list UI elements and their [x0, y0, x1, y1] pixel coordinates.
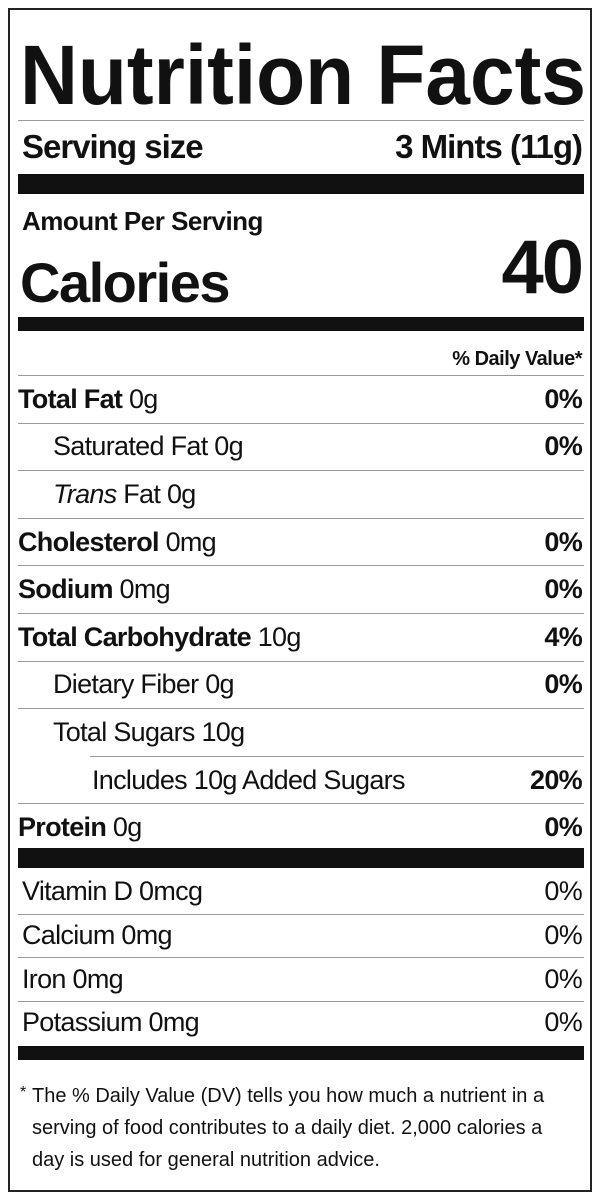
- thick-rule: [18, 1046, 584, 1060]
- serving-value: 3 Mints (11g): [395, 127, 583, 165]
- vitamin-name: Calcium 0mg: [22, 920, 173, 951]
- nutrient-row: Includes 10g Added Sugars 20%: [90, 755, 584, 804]
- daily-value-header: % Daily Value*: [452, 348, 582, 370]
- nutrient-amount: 0g: [205, 669, 234, 700]
- nutrient-name: Dietary Fiber: [53, 669, 199, 700]
- vitamin-row: Calcium 0mg 0%: [18, 913, 584, 958]
- daily-value: 0%: [544, 669, 582, 700]
- nutrient-name: Saturated Fat: [53, 431, 208, 462]
- nutrient-name: Cholesterol: [18, 526, 160, 557]
- vitamin-rows: Vitamin D 0mcg 0% Calcium 0mg 0% Iron 0mg 0% P…: [18, 870, 584, 1044]
- title-box: Nutrition Facts: [20, 28, 586, 118]
- thick-rule: [18, 174, 584, 194]
- daily-value: 0%: [544, 1007, 582, 1038]
- nutrient-amount: 0g: [214, 431, 243, 462]
- daily-value: 20%: [530, 764, 583, 795]
- daily-value: 0%: [544, 876, 582, 907]
- vitamin-name: Vitamin D 0mcg: [22, 876, 203, 907]
- vitamin-row: Potassium 0mg 0%: [18, 1000, 584, 1045]
- calories-label: Calories: [20, 251, 231, 314]
- footnote-mark: *: [20, 1084, 27, 1101]
- daily-value: 0%: [544, 812, 582, 843]
- nutrient-row: Total Sugars 10g: [18, 708, 584, 756]
- nutrition-label: Nutrition Facts Serving size 3 Mints (11…: [8, 8, 592, 1192]
- daily-value: 0%: [544, 526, 582, 557]
- amount-per-serving: Amount Per Serving: [22, 206, 263, 236]
- serving-label: Serving size: [22, 127, 204, 165]
- vitamin-name: Potassium 0mg: [22, 1007, 200, 1038]
- daily-value: 4%: [544, 621, 582, 652]
- nutrient-amount: 0g: [166, 478, 196, 509]
- nutrient-amount: 10g: [257, 621, 302, 652]
- nutrient-name: Sodium: [18, 574, 113, 605]
- nutrient-name: Total Sugars: [53, 716, 195, 747]
- nutrient-amount: 0g: [112, 812, 142, 843]
- nutrient-name: Includes 10g Added Sugars: [92, 764, 405, 795]
- daily-value: 0%: [544, 431, 582, 462]
- footnote: * The % Daily Value (DV) tells you how m…: [20, 1080, 572, 1176]
- daily-value: 0%: [544, 383, 582, 414]
- nutrient-row: Trans Fat 0g: [18, 470, 584, 518]
- nutrient-row: Cholesterol 0mg 0%: [18, 517, 584, 566]
- label-content: Nutrition Facts Serving size 3 Mints (11…: [18, 10, 586, 1190]
- nutrient-row: Total Carbohydrate 10g 4%: [18, 612, 584, 661]
- nutrient-name: Protein: [18, 812, 107, 843]
- nutrient-row: Saturated Fat 0g 0%: [18, 422, 584, 471]
- nutrient-rows: Total Fat 0g 0% Saturated Fat 0g 0% Trans Fat 0g…: [18, 375, 584, 851]
- nutrient-amount: 0g: [128, 383, 158, 414]
- nutrient-row: Total Fat 0g 0%: [18, 375, 584, 423]
- serving-row: Serving size 3 Mints (11g): [18, 120, 584, 172]
- calories-value: 40: [501, 225, 584, 310]
- title: Nutrition Facts: [20, 28, 586, 118]
- nutrient-prefix: Trans: [53, 478, 117, 509]
- nutrient-name: Fat: [123, 478, 161, 509]
- footnote-text: The % Daily Value (DV) tells you how muc…: [32, 1085, 545, 1171]
- daily-value: 0%: [544, 920, 582, 951]
- nutrient-row: Dietary Fiber 0g 0%: [18, 660, 584, 709]
- vitamin-row: Vitamin D 0mcg 0%: [18, 870, 584, 914]
- nutrient-name: Total Carbohydrate: [18, 621, 252, 652]
- daily-value: 0%: [544, 574, 582, 605]
- thick-rule: [18, 317, 584, 331]
- thick-rule: [18, 848, 584, 868]
- nutrient-amount: 0mg: [119, 574, 171, 605]
- nutrient-row: Protein 0g 0%: [18, 803, 584, 851]
- nutrient-name: Total Fat: [18, 383, 123, 414]
- vitamin-row: Iron 0mg 0%: [18, 957, 584, 1001]
- daily-value: 0%: [544, 963, 582, 994]
- nutrient-amount: 10g: [201, 716, 245, 747]
- nutrient-amount: 0mg: [165, 526, 217, 557]
- vitamin-name: Iron 0mg: [22, 963, 124, 994]
- nutrient-row: Sodium 0mg 0%: [18, 565, 584, 613]
